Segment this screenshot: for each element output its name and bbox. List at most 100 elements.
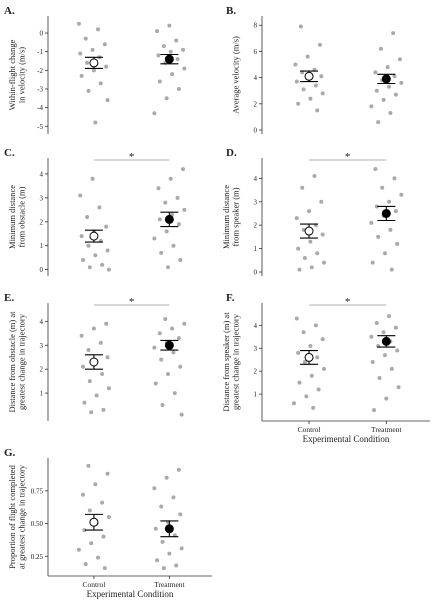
data-point (297, 380, 302, 385)
data-point (85, 215, 90, 219)
y-axis-label: from speaker (m) (231, 187, 241, 246)
y-tick-label: 4 (254, 322, 258, 330)
y-tick-label: 0.75 (31, 487, 44, 495)
data-point (106, 267, 111, 272)
y-tick-label: 1 (254, 391, 258, 399)
data-point (97, 205, 102, 210)
x-axis-label: Experimental Condition (87, 589, 174, 599)
data-point (174, 38, 179, 43)
data-point (315, 355, 320, 360)
data-point (152, 345, 157, 350)
data-point (392, 176, 397, 181)
data-point (320, 232, 325, 237)
data-point (157, 331, 162, 336)
significance-label: * (129, 296, 135, 308)
data-point (315, 108, 320, 113)
data-point (163, 316, 168, 321)
y-tick-label: 0 (40, 30, 44, 38)
data-point (101, 407, 106, 412)
y-tick-label: 1 (40, 390, 44, 398)
data-point (302, 255, 307, 260)
panel-label: E. (4, 292, 14, 304)
y-tick-label: 0.25 (31, 553, 44, 561)
data-point (101, 534, 106, 539)
data-point (308, 239, 313, 244)
data-point (374, 88, 379, 93)
data-point (159, 357, 164, 362)
data-point (87, 508, 92, 513)
data-point (313, 83, 318, 88)
y-tick-label: -5 (37, 123, 43, 131)
y-tick-label: 6 (254, 48, 258, 56)
data-point (382, 353, 387, 358)
panel-label: F. (226, 292, 235, 304)
data-point (105, 471, 110, 476)
y-tick-label: 3 (40, 342, 44, 350)
data-point (83, 36, 88, 41)
data-point (297, 267, 302, 272)
data-point (305, 54, 310, 59)
mean-marker (164, 524, 174, 534)
data-point (179, 546, 184, 551)
data-point (79, 234, 84, 239)
data-point (387, 199, 392, 204)
data-point (100, 262, 105, 267)
data-point (178, 258, 183, 263)
data-point (176, 86, 181, 91)
x-tick-label: Control (82, 580, 105, 589)
data-point (164, 229, 169, 234)
y-tick-label: -2 (37, 67, 43, 75)
y-tick-label: -4 (37, 104, 43, 112)
data-point (105, 98, 110, 103)
data-point (309, 373, 314, 378)
data-point (301, 87, 306, 92)
data-point (387, 84, 392, 89)
data-point (81, 258, 86, 263)
x-tick-label: Treatment (371, 425, 402, 434)
data-point (155, 29, 160, 34)
panel-label: A. (4, 5, 15, 17)
data-point (87, 265, 92, 270)
data-point (176, 222, 181, 227)
data-point (298, 24, 303, 29)
data-point (82, 528, 87, 533)
mean-marker (164, 340, 174, 350)
data-point (86, 348, 91, 353)
data-point (372, 408, 377, 413)
data-point (81, 492, 86, 497)
mean-marker (89, 357, 99, 367)
y-axis-label: at greatest change in trajectory (17, 464, 27, 569)
data-point (370, 260, 375, 265)
data-point (152, 486, 157, 491)
data-point (81, 364, 86, 369)
data-point (182, 66, 187, 71)
data-point (387, 314, 392, 319)
data-point (96, 27, 101, 32)
data-point (90, 47, 95, 52)
data-point (308, 96, 313, 101)
y-tick-label: 4 (40, 170, 44, 178)
mean-marker (89, 58, 99, 68)
mean-marker (381, 208, 391, 218)
data-point (86, 88, 91, 93)
y-tick-label: 3 (40, 194, 44, 202)
data-point (399, 192, 404, 197)
data-point (376, 120, 381, 125)
data-point (100, 500, 105, 505)
data-point (152, 111, 157, 116)
panel-label: C. (4, 147, 15, 159)
data-point (393, 209, 398, 214)
data-point (381, 330, 386, 335)
mean-marker (164, 54, 174, 64)
data-point (98, 340, 103, 345)
data-point (292, 401, 297, 406)
data-point (322, 366, 327, 371)
y-axis-label: from obstacle (m) (17, 186, 27, 247)
data-point (172, 391, 177, 396)
y-axis-label: Distance from obstacle (m) at (7, 311, 17, 413)
data-point (376, 234, 381, 239)
y-axis-label: Average velocity (m/s) (231, 36, 241, 114)
data-point (87, 379, 92, 384)
data-point (175, 195, 180, 200)
